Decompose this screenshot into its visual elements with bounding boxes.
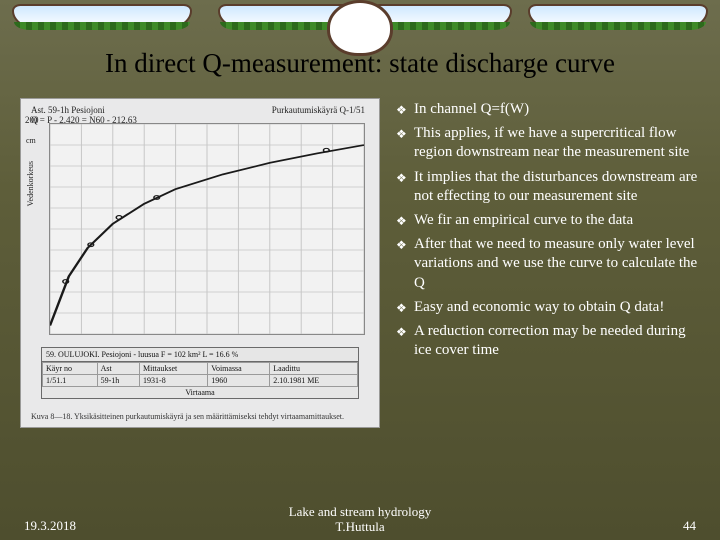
decorative-header — [0, 0, 720, 36]
content-area: Ast. 59-1h Pesiojoni Q = P - 2.420 = N60… — [20, 98, 700, 510]
table-cell: 59-1h — [97, 375, 139, 387]
chart-title-right: Purkautumiskäyrä Q-1/51 — [272, 105, 365, 115]
table-col-header: Käyr no — [43, 363, 98, 375]
bullet-list: In channel Q=f(W) This applies, if we hav… — [394, 98, 700, 510]
slide-root: In direct Q-measurement: state discharge… — [0, 0, 720, 540]
chart-xaxis-label: Virtaama — [42, 387, 358, 398]
chart-yscale-max: 200 — [25, 115, 39, 125]
footer-center: Lake and stream hydrology T.Huttula — [289, 505, 432, 534]
table-body: Käyr noAstMittauksetVoimassaLaadittu 1/5… — [42, 362, 358, 387]
bullet-item: In channel Q=f(W) — [394, 100, 700, 119]
bullet-item: This applies, if we have a supercritical… — [394, 124, 700, 162]
bullet-item: Easy and economic way to obtain Q data! — [394, 298, 700, 317]
table-cell: 1/51.1 — [43, 375, 98, 387]
table-col-header: Voimassa — [208, 363, 270, 375]
bullet-item: A reduction correction may be needed dur… — [394, 322, 700, 360]
bullet-item: We fir an empirical curve to the data — [394, 211, 700, 230]
bullet-item: It implies that the disturbances downstr… — [394, 168, 700, 206]
figure-caption: Kuva 8—18. Yksikäsitteinen purkautumiskä… — [31, 412, 369, 421]
table-cell: 2.10.1981 ME — [270, 375, 358, 387]
chart-yaxis-unit: cm — [26, 136, 36, 145]
footer-page-number: 44 — [683, 518, 696, 534]
footer-line1: Lake and stream hydrology — [289, 504, 432, 519]
table-cell: 1960 — [208, 375, 270, 387]
bullet-item: After that we need to measure only water… — [394, 235, 700, 293]
table-header: 59. OULUJOKI. Pesiojoni - luusua F = 102… — [42, 348, 358, 362]
arch-decoration — [528, 4, 708, 30]
table-col-header: Laadittu — [270, 363, 358, 375]
chart-station-text: Ast. 59-1h Pesiojoni — [31, 105, 105, 115]
footer-line2: T.Huttula — [335, 519, 384, 534]
table-col-header: Mittaukset — [140, 363, 208, 375]
table-col-header: Ast — [97, 363, 139, 375]
arch-decoration — [12, 4, 192, 30]
arch-decoration — [372, 4, 512, 30]
chart-yaxis-label: Vedenkorkeus — [26, 161, 35, 206]
chart-svg — [50, 124, 364, 334]
table-cell: 1931-8 — [140, 375, 208, 387]
footer-date: 19.3.2018 — [24, 518, 76, 534]
discharge-curve-figure: Ast. 59-1h Pesiojoni Q = P - 2.420 = N60… — [20, 98, 380, 428]
chart-data-table: 59. OULUJOKI. Pesiojoni - luusua F = 102… — [41, 347, 359, 399]
chart-station-label: Ast. 59-1h Pesiojoni Q = P - 2.420 = N60… — [31, 105, 137, 125]
slide-title: In direct Q-measurement: state discharge… — [0, 48, 720, 79]
chart-plot-area: Vedenkorkeus cm — [49, 123, 365, 335]
